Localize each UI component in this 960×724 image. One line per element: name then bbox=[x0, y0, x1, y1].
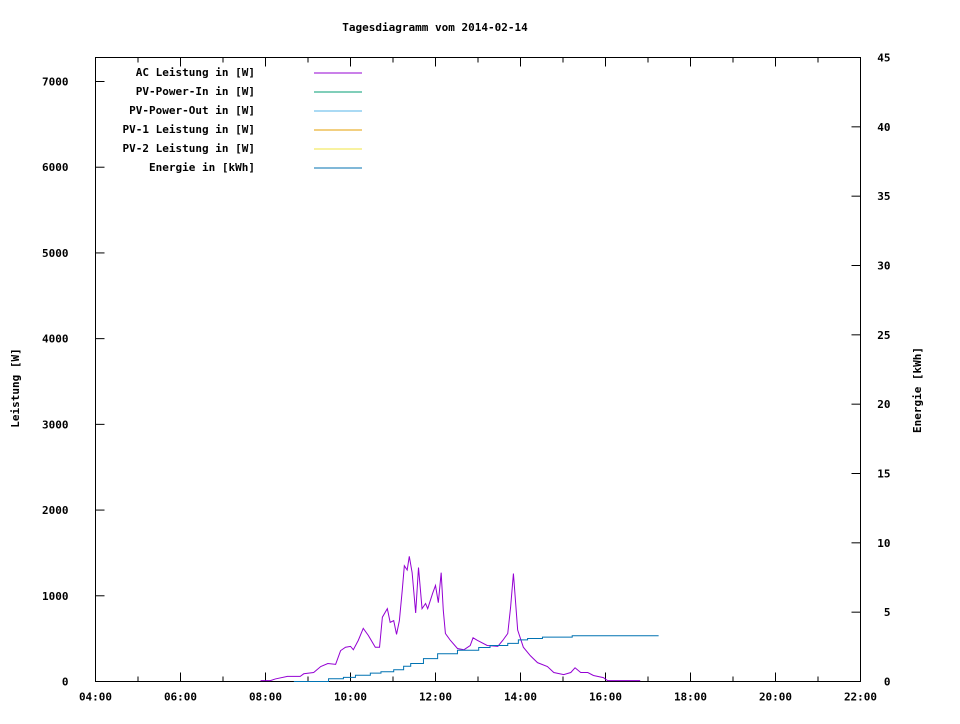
y-tick-label: 7000 bbox=[42, 76, 69, 89]
y2-axis-label: Energie [kWh] bbox=[911, 347, 924, 433]
y2-tick-label: 20 bbox=[877, 398, 890, 411]
legend-label: AC Leistung in [W] bbox=[136, 66, 255, 79]
y2-tick-label: 10 bbox=[877, 537, 890, 550]
series-line-ac-leistung-in-w bbox=[261, 556, 641, 680]
x-tick-label: 16:00 bbox=[589, 691, 622, 704]
legend-label: Energie in [kWh] bbox=[149, 161, 255, 174]
x-tick-label: 04:00 bbox=[79, 691, 112, 704]
series-line-energie-in-kwh bbox=[294, 636, 659, 682]
y2-tick-label: 45 bbox=[877, 52, 890, 65]
x-tick-label: 20:00 bbox=[759, 691, 792, 704]
y-tick-label: 2000 bbox=[42, 504, 69, 517]
x-tick-label: 22:00 bbox=[844, 691, 877, 704]
legend-label: PV-Power-Out in [W] bbox=[129, 104, 255, 117]
y2-tick-label: 40 bbox=[877, 121, 890, 134]
y2-tick-label: 0 bbox=[884, 676, 891, 689]
y-tick-label: 4000 bbox=[42, 333, 69, 346]
y2-tick-label: 15 bbox=[877, 468, 890, 481]
y-tick-label: 5000 bbox=[42, 247, 69, 260]
y2-tick-label: 5 bbox=[884, 606, 891, 619]
legend-label: PV-Power-In in [W] bbox=[136, 85, 255, 98]
x-tick-label: 10:00 bbox=[334, 691, 367, 704]
y-tick-label: 3000 bbox=[42, 418, 69, 431]
x-tick-label: 06:00 bbox=[164, 691, 197, 704]
y2-tick-label: 30 bbox=[877, 260, 890, 273]
y-tick-label: 1000 bbox=[42, 590, 69, 603]
y-axis-label: Leistung [W] bbox=[9, 348, 22, 427]
y2-tick-label: 35 bbox=[877, 190, 890, 203]
x-tick-label: 18:00 bbox=[674, 691, 707, 704]
x-tick-label: 12:00 bbox=[419, 691, 452, 704]
legend-label: PV-2 Leistung in [W] bbox=[123, 142, 255, 155]
y-tick-label: 0 bbox=[62, 676, 69, 689]
legend-label: PV-1 Leistung in [W] bbox=[123, 123, 255, 136]
x-tick-label: 14:00 bbox=[504, 691, 537, 704]
x-tick-label: 08:00 bbox=[249, 691, 282, 704]
y-tick-label: 6000 bbox=[42, 161, 69, 174]
y2-tick-label: 25 bbox=[877, 329, 890, 342]
chart-title: Tagesdiagramm vom 2014-02-14 bbox=[342, 21, 528, 34]
